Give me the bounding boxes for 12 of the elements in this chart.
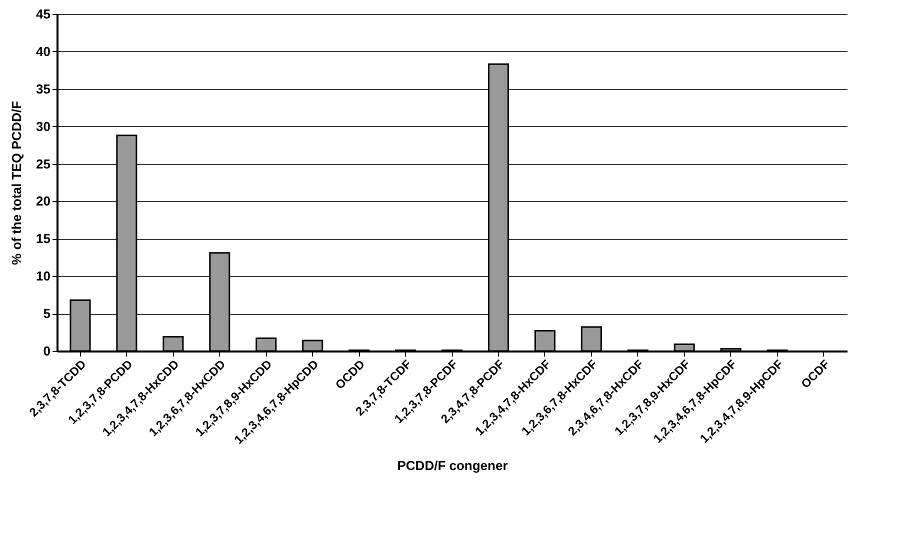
y-tick-label: 30 (36, 118, 50, 134)
y-tick-label: 0 (43, 344, 50, 358)
y-tick-label: 40 (36, 44, 50, 59)
y-tick-label: 25 (36, 156, 50, 172)
y-tick-label: 20 (36, 194, 50, 209)
y-axis-title: % of the total TEQ PCDD/F (9, 100, 24, 265)
y-tick-label: 35 (36, 81, 50, 96)
x-axis-title: PCDD/F congener (397, 458, 508, 473)
y-tick-label: 15 (36, 231, 50, 246)
y-tick-label: 10 (36, 268, 50, 284)
y-tick-label: 45 (36, 6, 50, 22)
y-tick-label: 5 (43, 306, 50, 322)
